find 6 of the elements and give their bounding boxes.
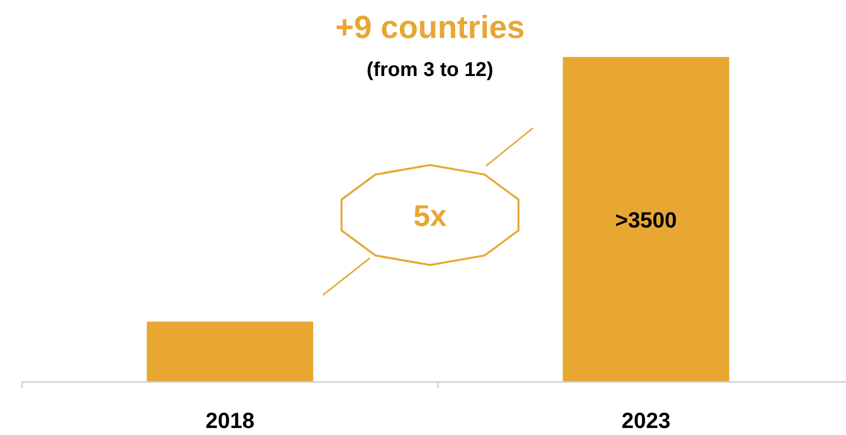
x-tick-label: 2018 [206,408,254,433]
annotation: 5x [413,200,447,233]
x-tick-label: 2023 [622,408,670,433]
data-label: >3500 [615,208,677,232]
chart-subtitle: (from 3 to 12) [366,59,494,81]
chart-title: +9 countries [335,9,525,45]
